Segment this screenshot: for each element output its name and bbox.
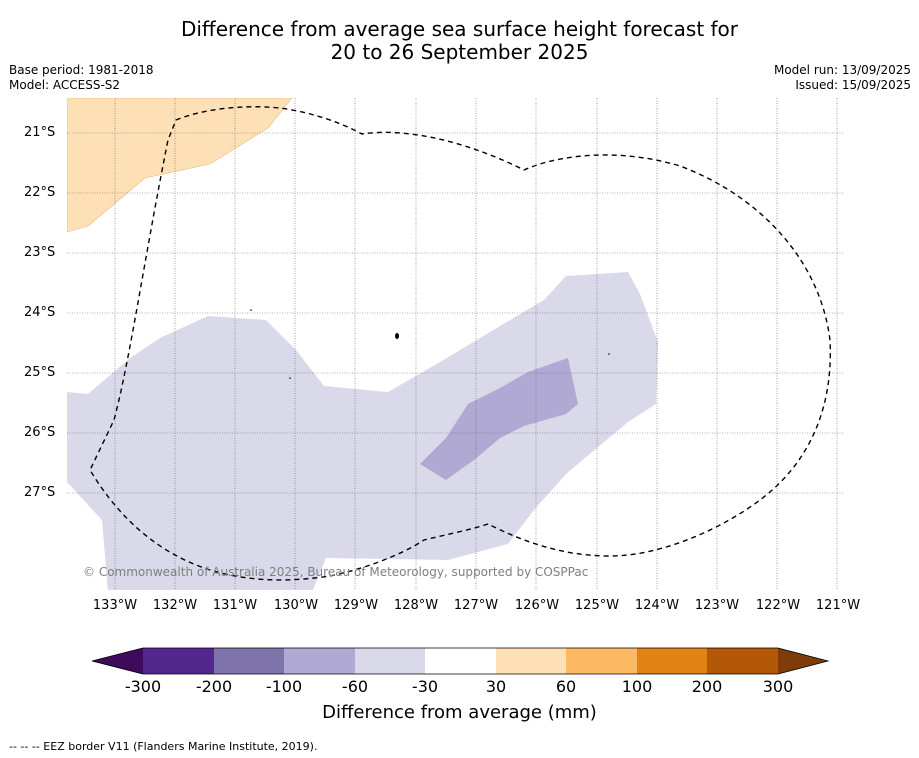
lon-label: 128°W xyxy=(393,598,439,613)
colorbar-tick: -200 xyxy=(195,677,233,696)
model-name: Model: ACCESS-S2 xyxy=(9,78,121,92)
lon-label: 121°W xyxy=(815,598,861,613)
lon-label: 122°W xyxy=(755,598,801,613)
lon-label: 123°W xyxy=(694,598,740,613)
anomaly-region-negative-light xyxy=(67,272,658,590)
colorbar-tick: -30 xyxy=(411,677,439,696)
lat-label: 23°S xyxy=(24,245,56,260)
lon-label: 133°W xyxy=(92,598,138,613)
copyright-notice: © Commonwealth of Australia 2025, Bureau… xyxy=(83,565,589,579)
lat-label: 26°S xyxy=(24,425,56,440)
map-title: Difference from average sea surface heig… xyxy=(0,18,919,64)
lat-label: 24°S xyxy=(24,305,56,320)
colorbar-segment xyxy=(425,648,496,674)
colorbar-segment xyxy=(355,648,425,674)
colorbar-label: Difference from average (mm) xyxy=(322,702,597,723)
lon-label: 126°W xyxy=(514,598,560,613)
lon-label: 130°W xyxy=(273,598,319,613)
base-period: Base period: 1981-2018 xyxy=(9,63,154,77)
colorbar-segment xyxy=(707,648,778,674)
colorbar-tick: 60 xyxy=(555,677,577,696)
colorbar-extension-low xyxy=(92,648,143,674)
lon-label: 125°W xyxy=(574,598,620,613)
anomaly-region-negative-medium xyxy=(420,358,578,480)
island xyxy=(289,377,291,379)
colorbar-segment xyxy=(496,648,566,674)
island xyxy=(250,309,252,311)
colorbar-outline xyxy=(91,647,830,675)
lon-label: 132°W xyxy=(152,598,198,613)
model-run: Model run: 13/09/2025 xyxy=(773,63,911,77)
lon-label: 124°W xyxy=(634,598,680,613)
colorbar-tick: 200 xyxy=(691,677,723,696)
lon-label: 129°W xyxy=(333,598,379,613)
lat-label: 27°S xyxy=(24,485,56,500)
anomaly-region-positive xyxy=(67,98,293,233)
metadata-left: Base period: 1981-2018 Model: ACCESS-S2 xyxy=(9,63,154,93)
colorbar-tick: -60 xyxy=(341,677,369,696)
lat-label: 25°S xyxy=(24,365,56,380)
eez-legend-footer: -- -- -- EEZ border V11 (Flanders Marine… xyxy=(9,740,318,753)
colorbar-tick: 300 xyxy=(762,677,794,696)
eez-border xyxy=(89,106,831,581)
lon-label: 127°W xyxy=(453,598,499,613)
gridlines xyxy=(67,98,843,590)
colorbar-segment xyxy=(143,648,214,674)
island xyxy=(395,333,399,339)
colorbar xyxy=(91,647,830,675)
island xyxy=(608,353,610,355)
colorbar-tick: -300 xyxy=(124,677,162,696)
title-line-1: Difference from average sea surface heig… xyxy=(180,17,739,41)
issued-date: Issued: 15/09/2025 xyxy=(795,78,911,92)
colorbar-tick: 30 xyxy=(485,677,507,696)
lon-label: 131°W xyxy=(212,598,258,613)
colorbar-tick: 100 xyxy=(621,677,653,696)
title-line-2: 20 to 26 September 2025 xyxy=(330,40,589,64)
metadata-right: Model run: 13/09/2025 Issued: 15/09/2025 xyxy=(774,63,911,93)
lat-label: 22°S xyxy=(24,185,56,200)
colorbar-tick: -100 xyxy=(265,677,303,696)
lat-label: 21°S xyxy=(24,125,56,140)
colorbar-segment xyxy=(637,648,707,674)
colorbar-segment xyxy=(284,648,355,674)
colorbar-segment xyxy=(566,648,637,674)
colorbar-segment xyxy=(214,648,284,674)
colorbar-extension-high xyxy=(778,648,828,674)
